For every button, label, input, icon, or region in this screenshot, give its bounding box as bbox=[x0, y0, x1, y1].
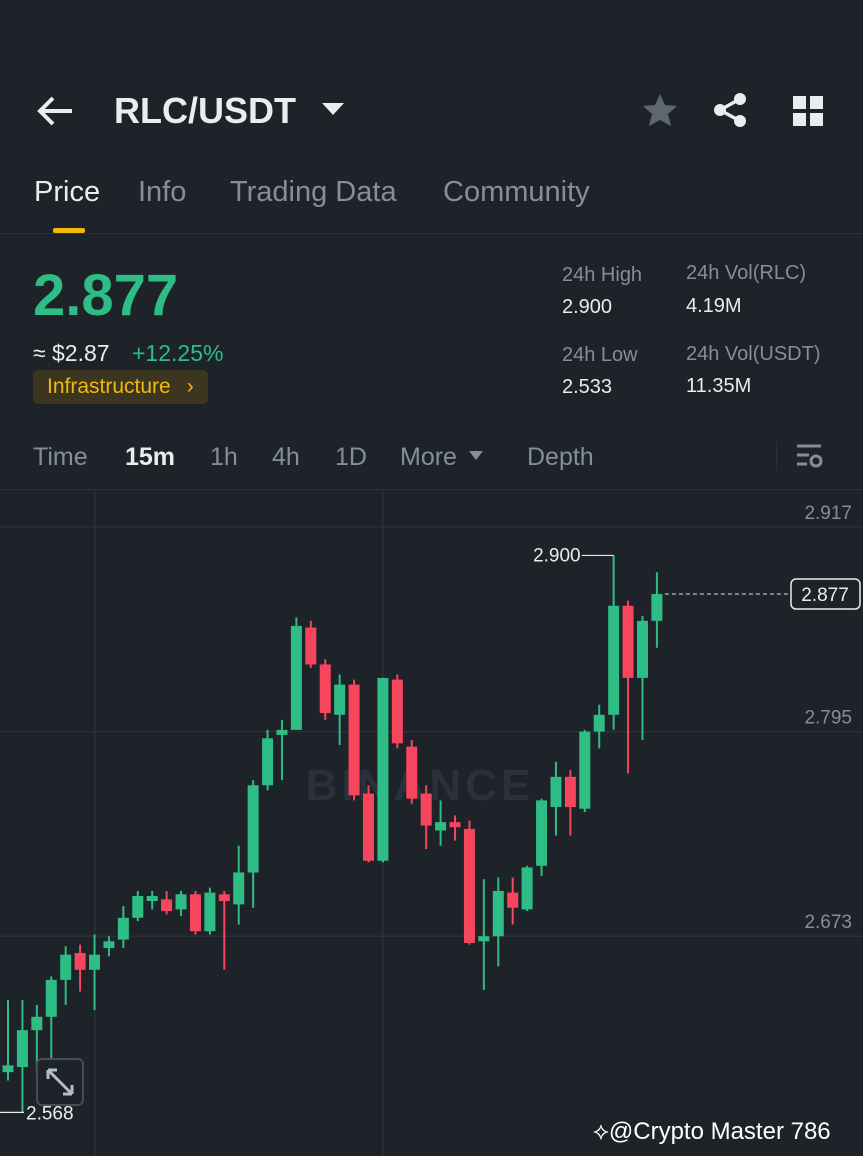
candle-body bbox=[593, 714, 605, 732]
share-icon[interactable] bbox=[712, 92, 750, 128]
candle-body bbox=[233, 872, 245, 905]
divider bbox=[776, 442, 777, 470]
candle-body bbox=[463, 828, 475, 943]
interval[interactable]: Depth bbox=[527, 443, 594, 471]
stat-value: 4.19M bbox=[686, 295, 742, 317]
candlestick-chart: BINANCE 2.917 2.795 2.673 2.900 2.568 2.877 bbox=[0, 490, 863, 1156]
interval[interactable]: 1D bbox=[335, 443, 367, 471]
interval[interactable]: 15m bbox=[125, 443, 176, 471]
y-tick-label: 2.673 bbox=[804, 912, 852, 933]
tag-text: Infrastructure bbox=[47, 375, 171, 398]
candle-body bbox=[536, 800, 548, 866]
min-marker-label: 2.568 bbox=[26, 1103, 74, 1124]
candle-body bbox=[204, 892, 216, 932]
tab[interactable]: Info bbox=[138, 176, 187, 208]
candle-body bbox=[103, 941, 115, 948]
candle-body bbox=[435, 822, 447, 831]
fullscreen-button[interactable] bbox=[36, 1058, 84, 1106]
more-caret bbox=[469, 451, 483, 460]
candle-body bbox=[550, 776, 562, 808]
chart-settings-icon[interactable] bbox=[795, 442, 825, 470]
candle-body bbox=[334, 684, 346, 715]
fiat-price: ≈ $2.87 bbox=[33, 340, 110, 366]
stat-value: 2.533 bbox=[562, 376, 613, 398]
stat-value: 11.35M bbox=[686, 375, 752, 397]
last-price-box bbox=[790, 578, 861, 610]
stat-label: 24h Vol(RLC) bbox=[686, 262, 807, 284]
candle-body bbox=[521, 867, 533, 910]
price-change: +12.25% bbox=[132, 340, 224, 366]
candle-body bbox=[420, 793, 432, 826]
stat-label: 24h High bbox=[562, 264, 643, 286]
stat-value: 2.900 bbox=[562, 296, 613, 318]
tab[interactable]: Community bbox=[443, 176, 590, 208]
candle-body bbox=[132, 895, 144, 918]
candle-body bbox=[16, 1030, 28, 1068]
grid-icon[interactable] bbox=[792, 95, 824, 127]
candle-body bbox=[636, 620, 648, 678]
back-button[interactable] bbox=[36, 94, 76, 128]
candle-body bbox=[60, 954, 72, 980]
candle-body bbox=[391, 679, 403, 744]
candle-body bbox=[290, 625, 302, 730]
credit-text: @Crypto Master 786 bbox=[608, 1118, 831, 1145]
tab[interactable]: Price bbox=[34, 176, 101, 208]
candle-body bbox=[478, 936, 490, 942]
candle-body bbox=[507, 892, 519, 908]
candle-body bbox=[89, 954, 101, 970]
candle-body bbox=[175, 894, 187, 910]
candle-body bbox=[622, 605, 634, 678]
candle-body bbox=[45, 979, 57, 1017]
candle-body bbox=[146, 895, 158, 902]
candle-body bbox=[608, 605, 620, 715]
candle-body bbox=[74, 953, 86, 970]
candle-body bbox=[161, 899, 173, 912]
divider bbox=[0, 233, 863, 234]
candle-body bbox=[492, 890, 504, 937]
interval[interactable]: Time bbox=[33, 443, 88, 471]
interval[interactable]: 1h bbox=[210, 443, 238, 471]
interval[interactable]: More bbox=[400, 443, 457, 471]
interval[interactable]: 4h bbox=[272, 443, 300, 471]
candle-body bbox=[579, 731, 591, 809]
tab-indicator bbox=[53, 228, 85, 233]
candle-body bbox=[651, 594, 663, 621]
candle-body bbox=[218, 894, 230, 902]
candle-body bbox=[247, 785, 259, 873]
candle-body bbox=[319, 664, 331, 714]
candle-body bbox=[363, 793, 374, 861]
pair-dropdown[interactable] bbox=[320, 100, 346, 118]
tab[interactable]: Trading Data bbox=[230, 176, 397, 208]
candle-body bbox=[117, 917, 129, 940]
candle-body bbox=[348, 684, 360, 796]
last-price-label: 2.877 bbox=[801, 585, 849, 606]
y-tick-label: 2.917 bbox=[804, 503, 852, 524]
candle-body bbox=[262, 738, 274, 786]
candle-body bbox=[377, 677, 389, 861]
candle-body bbox=[2, 1065, 14, 1073]
pair-title[interactable]: RLC/USDT bbox=[114, 90, 296, 131]
candle-body bbox=[305, 627, 317, 665]
stat-label: 24h Vol(USDT) bbox=[686, 343, 821, 365]
candle-body bbox=[189, 894, 201, 932]
favorite-icon[interactable] bbox=[641, 92, 679, 128]
last-price: 2.877 bbox=[33, 263, 179, 328]
divider bbox=[0, 489, 863, 490]
stat-label: 24h Low bbox=[562, 344, 638, 366]
candle-body bbox=[449, 822, 461, 828]
candle-body bbox=[406, 746, 418, 799]
category-tag[interactable]: Infrastructure › bbox=[33, 370, 208, 404]
credit: ⟡@Crypto Master 786 bbox=[593, 1118, 831, 1145]
max-marker-label: 2.900 bbox=[533, 545, 581, 566]
y-tick-label: 2.795 bbox=[804, 708, 852, 729]
candle-body bbox=[564, 776, 576, 808]
watermark: BINANCE bbox=[306, 761, 534, 810]
candle-body bbox=[276, 729, 288, 735]
candle-body bbox=[31, 1016, 43, 1031]
